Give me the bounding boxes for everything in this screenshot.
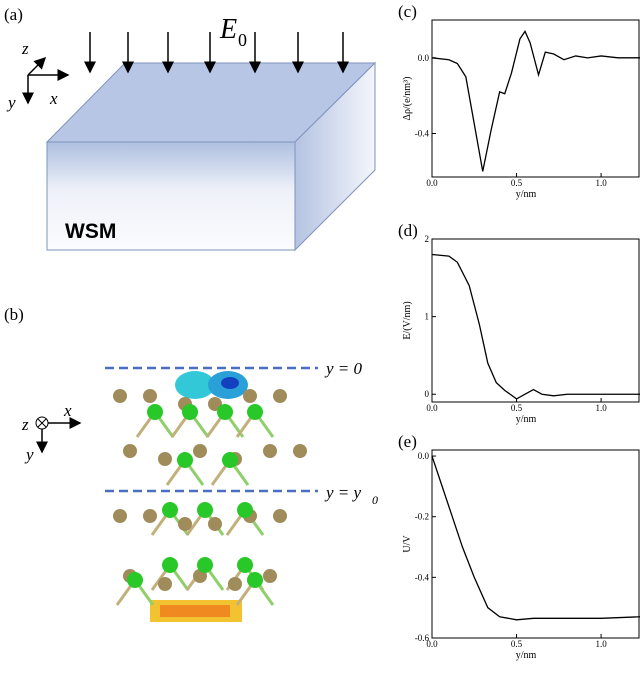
atom <box>143 509 157 523</box>
density-blob <box>221 377 239 389</box>
x-tick-label: 0.5 <box>511 178 523 188</box>
x-tick-label: 0.5 <box>511 639 523 649</box>
panel-label: (b) <box>4 305 24 324</box>
panel-label: (e) <box>398 432 417 451</box>
atom <box>222 452 238 468</box>
atom <box>182 404 198 420</box>
atom <box>113 509 127 523</box>
axis-y: y <box>24 445 34 464</box>
atom <box>208 517 222 531</box>
y-axis-label: E/(V/nm) <box>402 301 413 339</box>
plot-frame <box>432 20 639 177</box>
x-tick-label: 1.0 <box>595 178 607 188</box>
data-line <box>432 255 640 399</box>
panel-b: (b) y = 0 y = y 0 z x y <box>4 305 378 622</box>
y-axis-label: U/V <box>402 535 413 553</box>
atom <box>273 509 287 523</box>
atom <box>247 404 263 420</box>
atom <box>113 389 127 403</box>
atom <box>162 557 178 573</box>
atom <box>217 404 233 420</box>
atom <box>293 444 307 458</box>
x-axis-label: y/nm <box>516 189 537 200</box>
y-tick-label: -0.4 <box>415 128 430 138</box>
plot-frame <box>432 450 639 638</box>
data-line <box>432 31 640 171</box>
atom <box>197 502 213 518</box>
atom <box>162 502 178 518</box>
x-axis-label: y/nm <box>516 650 537 661</box>
axis-z: z <box>21 415 29 434</box>
y-tick-label: 0.0 <box>418 53 430 63</box>
axis-x: x <box>49 89 58 108</box>
axis-y: y <box>6 93 16 112</box>
y-tick-label: 0 <box>425 389 430 399</box>
panel-label: (a) <box>4 5 23 24</box>
x-tick-label: 1.0 <box>595 639 607 649</box>
atom <box>247 572 263 588</box>
y-tick-label: -0.2 <box>415 512 429 522</box>
y-tick-label: 2 <box>425 234 430 244</box>
y-tick-label: -0.4 <box>415 572 430 582</box>
line-label-sub: 0 <box>372 493 378 507</box>
atom <box>237 557 253 573</box>
field-label: E <box>219 14 237 45</box>
y-tick-label: 0.0 <box>418 451 430 461</box>
data-line <box>432 456 640 620</box>
atom <box>158 577 172 591</box>
plot-frame <box>432 239 639 402</box>
atom <box>263 569 277 583</box>
x-axis-label: y/nm <box>516 414 537 425</box>
field-sub: 0 <box>238 30 247 50</box>
charts: (c) 0.0 0.5 1.0 0.0 -0.4 y/nm Δρ/(e/nm³) (d) 0.0 0… <box>398 2 640 661</box>
figure: (a) E 0 z x y WSM (b) y = 0 y = y 0 z x … <box>0 0 642 677</box>
line-label: y = 0 <box>324 359 363 378</box>
x-tick-label: 0.0 <box>426 403 438 413</box>
atom <box>177 452 193 468</box>
into-page-symbol <box>38 419 46 427</box>
atom <box>158 452 172 466</box>
atom <box>127 572 143 588</box>
panel-label: (c) <box>398 2 417 21</box>
panel-a: (a) E 0 z x y WSM <box>4 5 375 250</box>
atom <box>143 389 157 403</box>
atom <box>273 389 287 403</box>
atom <box>178 517 192 531</box>
atom <box>237 502 253 518</box>
x-tick-label: 0.0 <box>426 178 438 188</box>
atom <box>243 389 257 403</box>
atom <box>263 444 277 458</box>
atom <box>147 404 163 420</box>
line-label: y = y <box>324 483 362 502</box>
atom <box>193 444 207 458</box>
y-tick-label: -0.6 <box>415 633 430 643</box>
axes-arrows <box>28 58 68 103</box>
atom <box>197 557 213 573</box>
x-tick-label: 1.0 <box>595 403 607 413</box>
panel-label: (d) <box>398 221 418 240</box>
y-tick-label: 1 <box>425 312 430 322</box>
axis-x: x <box>63 401 72 420</box>
axis-z: z <box>21 39 29 58</box>
density-bottom-core <box>160 605 230 617</box>
atom <box>228 577 242 591</box>
y-axis-label: Δρ/(e/nm³) <box>402 77 413 121</box>
atom <box>123 444 137 458</box>
material-label: WSM <box>65 220 116 243</box>
x-tick-label: 0.5 <box>511 403 523 413</box>
